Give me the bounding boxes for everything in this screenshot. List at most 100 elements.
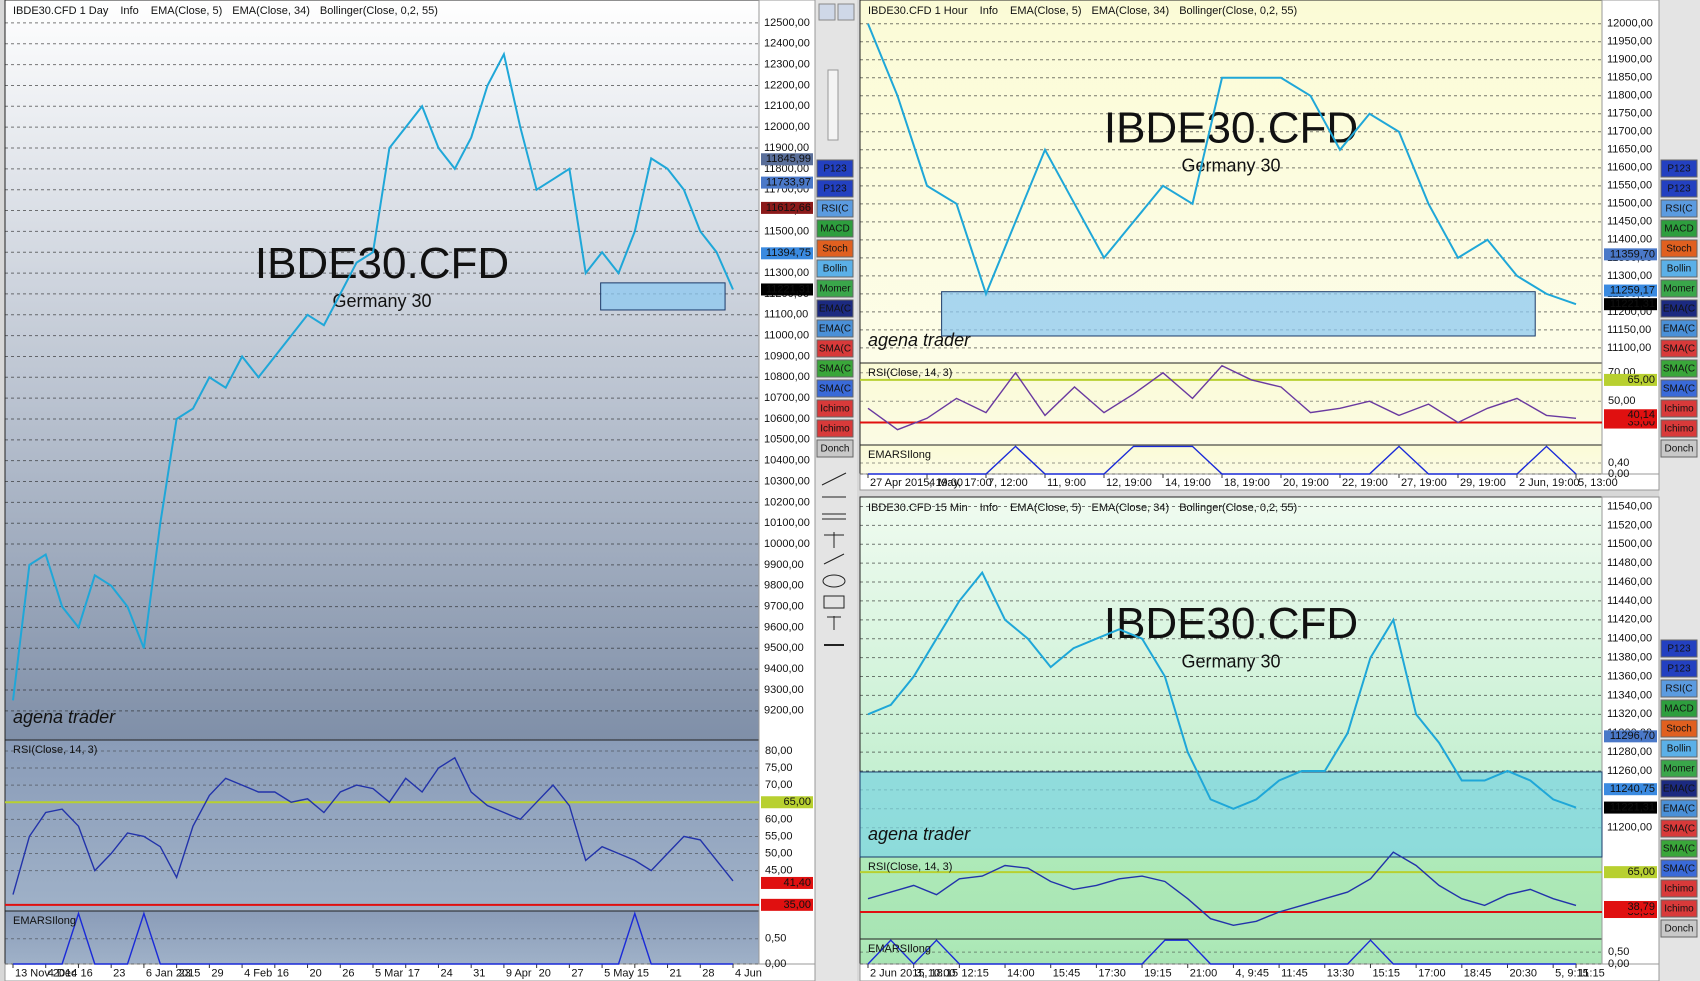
- indicator-button[interactable]: [816, 339, 854, 358]
- tool-pen[interactable]: [823, 553, 845, 565]
- indicator-button-label: Ichimo: [820, 424, 850, 435]
- y-tick-label: 12000,00: [764, 121, 810, 133]
- indicator-button[interactable]: [816, 319, 854, 338]
- indicator-button[interactable]: [1660, 699, 1698, 718]
- indicator-button-label: SMA(C: [1663, 364, 1695, 375]
- tool-button[interactable]: [818, 3, 836, 21]
- emarsi-panel: [859, 444, 1603, 475]
- indicator-button[interactable]: [1660, 419, 1698, 438]
- indicator-button[interactable]: [1660, 339, 1698, 358]
- indicator-button[interactable]: [1660, 799, 1698, 818]
- y-tick-label: 11300,00: [764, 267, 809, 279]
- indicator-button[interactable]: [816, 359, 854, 378]
- indicator-button[interactable]: [1660, 259, 1698, 278]
- y-tick-label: 9400,00: [764, 663, 804, 675]
- chart-title: IBDE30.CFD 1 Hour: [868, 5, 968, 17]
- indicator-button[interactable]: [1660, 159, 1698, 178]
- info-link[interactable]: Info: [980, 502, 998, 514]
- indicator-button[interactable]: [1660, 359, 1698, 378]
- indicator-button[interactable]: [1660, 319, 1698, 338]
- slider[interactable]: [827, 69, 839, 141]
- tool-button[interactable]: [837, 3, 855, 21]
- indicator-button[interactable]: [816, 179, 854, 198]
- indicator-button[interactable]: [816, 199, 854, 218]
- y-tick-label: 11380,00: [1607, 652, 1652, 664]
- y-tick-label: 80,00: [765, 745, 793, 757]
- x-tick-label: 21: [670, 967, 682, 979]
- y-tick-label: 11600,00: [1607, 162, 1652, 174]
- chart-title: IBDE30.CFD 15 Min: [868, 502, 968, 514]
- indicator-button[interactable]: [816, 299, 854, 318]
- y-tick-label: 11800,00: [1607, 90, 1652, 102]
- indicator-button[interactable]: [816, 439, 854, 458]
- indicator-button[interactable]: [1660, 179, 1698, 198]
- y-tick-label: 9200,00: [764, 705, 804, 717]
- indicator-button[interactable]: [1660, 239, 1698, 258]
- indicator-button[interactable]: [1660, 919, 1698, 938]
- x-tick-label: 26: [342, 967, 354, 979]
- x-tick-label: 4, 9:45: [1235, 967, 1269, 979]
- price-marker: [761, 176, 813, 189]
- rsi-panel: [4, 739, 760, 912]
- indicator-button[interactable]: [1660, 379, 1698, 398]
- indicator-button[interactable]: [1660, 639, 1698, 658]
- price-marker: [761, 201, 813, 214]
- indicator-name: EMA(Close, 34): [1092, 502, 1170, 514]
- indicator-line: [867, 851, 1577, 927]
- y-tick-label: 11900,00: [764, 142, 809, 154]
- indicator-button[interactable]: [1660, 719, 1698, 738]
- tool-ellipse[interactable]: [822, 574, 846, 588]
- y-tick-label: 11300,00: [1607, 270, 1652, 282]
- indicator-button[interactable]: [816, 399, 854, 418]
- x-tick-label: 27: [571, 967, 583, 979]
- watermark-sub: Germany 30: [1181, 651, 1280, 671]
- indicator-button[interactable]: [1660, 439, 1698, 458]
- y-tick-label: 11100,00: [1607, 342, 1651, 354]
- indicator-button[interactable]: [1660, 859, 1698, 878]
- y-tick-label: 10500,00: [764, 434, 810, 446]
- x-tick-label: 29: [211, 967, 223, 979]
- x-tick-label: 31: [473, 967, 485, 979]
- indicator-button[interactable]: [1660, 659, 1698, 678]
- indicator-button[interactable]: [1660, 299, 1698, 318]
- level-label: 65,00: [1627, 866, 1655, 878]
- indicator-name: EMA(Close, 34): [1092, 5, 1170, 17]
- price-zone: [941, 291, 1536, 337]
- indicator-button[interactable]: [816, 239, 854, 258]
- indicator-button[interactable]: [1660, 219, 1698, 238]
- indicator-button-label: Donch: [821, 444, 850, 455]
- indicator-button[interactable]: [1660, 819, 1698, 838]
- x-tick-label: 20, 19:00: [1283, 477, 1329, 489]
- info-link[interactable]: Info: [980, 5, 998, 17]
- indicator-button[interactable]: [1660, 739, 1698, 758]
- indicator-button[interactable]: [1660, 399, 1698, 418]
- tool-rect[interactable]: [823, 595, 845, 609]
- indicator-button[interactable]: [1660, 279, 1698, 298]
- y-tick-label: 11400,00: [1607, 234, 1652, 246]
- indicator-button-label: Stoch: [1666, 724, 1692, 735]
- panel-label: EMARSIlong: [868, 943, 931, 955]
- indicator-button[interactable]: [1660, 199, 1698, 218]
- indicator-button[interactable]: [1660, 899, 1698, 918]
- indicator-button[interactable]: [1660, 679, 1698, 698]
- tool-line[interactable]: [821, 472, 847, 486]
- info-link[interactable]: Info: [120, 5, 138, 17]
- price-marker-label: 11296,70: [1610, 730, 1655, 742]
- indicator-button[interactable]: [1660, 839, 1698, 858]
- indicator-button[interactable]: [816, 219, 854, 238]
- value-marker: [1604, 900, 1657, 913]
- indicator-button[interactable]: [816, 419, 854, 438]
- indicator-button[interactable]: [816, 259, 854, 278]
- indicator-button-label: MACD: [1664, 224, 1693, 235]
- indicator-button[interactable]: [816, 159, 854, 178]
- indicator-button[interactable]: [816, 379, 854, 398]
- indicator-button[interactable]: [1660, 779, 1698, 798]
- y-tick-label: 9500,00: [764, 642, 804, 654]
- indicator-button[interactable]: [1660, 879, 1698, 898]
- indicator-button[interactable]: [1660, 759, 1698, 778]
- y-tick-label: 11000,00: [764, 330, 809, 342]
- rsi-panel: [859, 362, 1603, 446]
- indicator-button-label: RSI(C: [1665, 684, 1692, 695]
- indicator-button[interactable]: [816, 279, 854, 298]
